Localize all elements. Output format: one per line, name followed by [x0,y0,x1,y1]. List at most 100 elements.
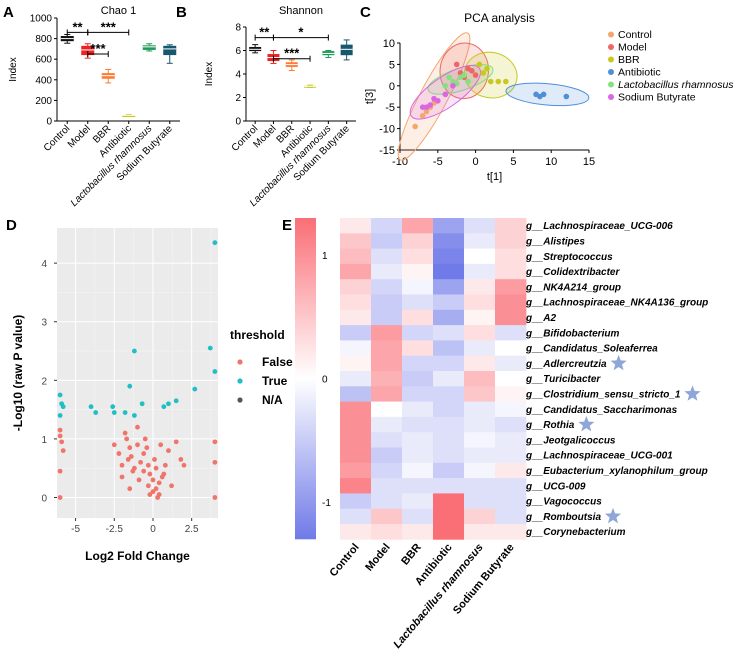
heatmap-cell [495,218,527,234]
legend-marker [237,359,243,365]
x-tick-label: -5 [71,524,80,535]
heatmap-cell [371,416,403,433]
row-label: g__Eubacterium_xylanophilum_group [525,466,708,477]
heatmap-cell [340,401,372,418]
colorbar-tick-label: -1 [322,498,331,509]
row-label: g__NK4A214_group [525,282,621,293]
volcano-point [138,459,143,465]
heatmap-cell [371,263,403,280]
row-label: g__Lachnospiraceae_UCG-006 [525,221,673,232]
heatmap-cell [495,416,527,433]
row-label: g__Adlercreutzia [525,359,607,370]
heatmap-cell [402,233,434,249]
heatmap-cell [433,233,465,249]
heatmap-cell [402,493,434,510]
column-label: Control [327,542,361,580]
volcano-point [132,465,137,471]
row-label: g__Clostridium_sensu_stricto_1 [525,389,681,400]
row-label: g__Alistipes [525,236,585,247]
significance-label: *** [101,19,117,34]
pca-point [563,93,570,100]
heatmap-cell [495,462,527,479]
x-tick-label: -10 [392,156,408,168]
colorbar-tick-label: 1 [322,251,328,262]
heatmap-cell [495,401,527,418]
y-tick-label: 0 [46,117,52,128]
volcano-point [166,448,171,454]
volcano-point [122,430,128,436]
colorbar [295,218,316,540]
column-label: BBR [399,541,424,567]
volcano-point [93,410,99,415]
volcano-point [173,398,179,404]
volcano-point [57,468,63,474]
heatmap-cell [371,462,403,479]
legend-label: True [262,374,288,388]
heatmap-cell [402,309,434,326]
heatmap-cell [371,508,403,525]
heatmap-cell [433,263,465,280]
panel-label-c: C [360,4,371,21]
heatmap-cell [402,401,434,418]
significance-label: *** [90,41,106,56]
heatmap-cell [433,279,465,295]
legend-label: BBR [618,54,640,66]
volcano-point [127,445,133,451]
heatmap-cell [433,416,465,433]
heatmap-cell [464,386,496,402]
x-tick-label: 5 [510,156,516,168]
heatmap-cell [433,386,465,402]
pca-point [442,91,449,98]
heatmap-cell [371,325,403,341]
legend-marker [608,44,614,50]
heatmap-cell [340,386,372,402]
volcano-point [147,471,153,477]
pca-point [503,78,509,85]
heatmap-cell [433,524,465,540]
significance-label: * [298,25,304,40]
legend-label: Antibiotic [618,67,661,79]
pca-point [472,72,479,78]
volcano-point [212,495,218,500]
heatmap-cell [495,386,527,402]
plot-background [57,228,218,518]
volcano-point [212,240,218,246]
row-label: g__Jeotgalicoccus [525,435,616,446]
heatmap-cell [371,340,403,357]
volcano-point [57,495,63,500]
row-label: g__Colidextribacter [525,267,620,278]
y-tick-label: 1000 [30,14,53,25]
box-5 [142,45,156,50]
y-axis-label: Index [8,57,19,81]
significance-label: *** [284,46,300,61]
y-tick-label: 10 [383,38,395,50]
heatmap-cell [464,294,496,311]
x-tick-label: Control [42,123,73,154]
pca-point [450,83,456,89]
legend-marker [608,81,614,88]
heatmap-cell [371,401,403,418]
y-tick-label: 2 [235,93,241,104]
y-tick-label: 400 [35,75,52,86]
heatmap-cell [495,478,527,494]
heatmap-cell [464,340,496,357]
volcano-point [162,462,168,468]
pca-point [446,74,452,81]
y-tick-label: 0 [235,117,241,128]
heatmap-cell [340,524,372,540]
chao1-chart: Chao 1 Index 0 200 400 600 800 1000 ControlModel… [8,5,180,209]
heatmap-cell [495,524,527,540]
row-label: g__Lachnospiraceae_NK4A136_group [525,298,708,309]
volcano-point [142,436,148,442]
heatmap-cell [464,508,496,525]
heatmap-cell [464,462,496,479]
x-tick-label: 0 [150,524,156,535]
heatmap-cell [495,325,527,341]
row-label: g__UCG-009 [525,481,586,492]
volcano-point [169,483,174,489]
pca-point [480,70,486,76]
heatmap-cell [433,248,465,265]
pca-point [495,78,502,85]
